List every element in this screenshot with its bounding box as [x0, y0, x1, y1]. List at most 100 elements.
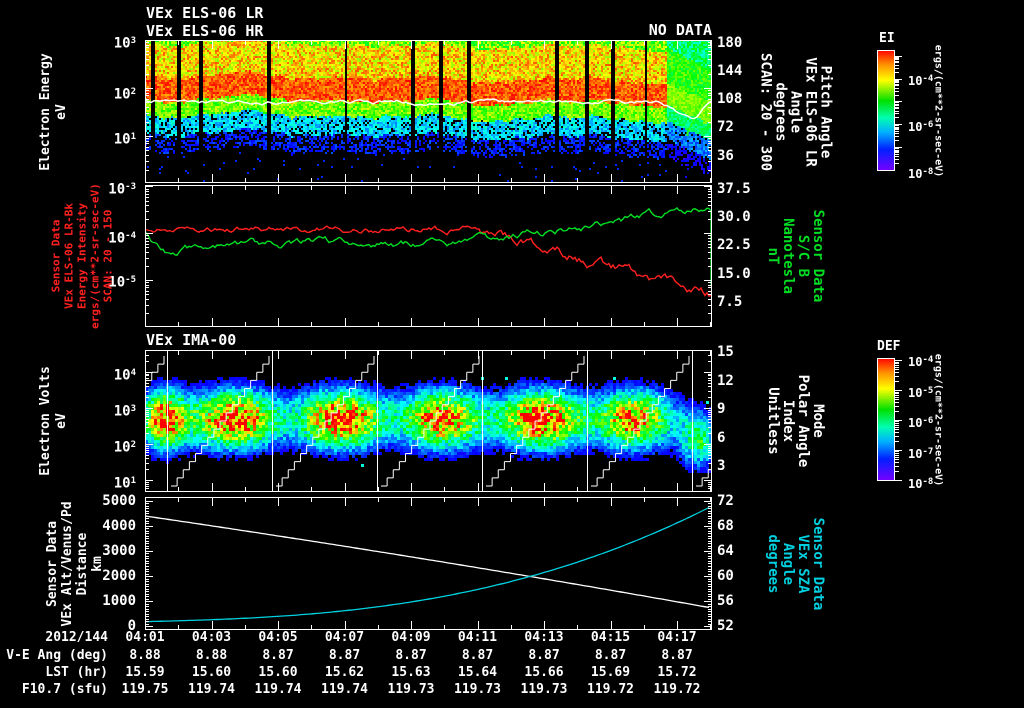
tick-label-panel4-left: 5000 — [102, 492, 136, 509]
table-cell: 8.87 — [395, 648, 427, 663]
axis-label-line: Electron Energy — [38, 52, 53, 171]
table-cell: 15.62 — [324, 665, 365, 680]
time-label: 04:15 — [590, 630, 631, 645]
table-row-label: V-E Ang (deg) — [6, 648, 108, 663]
tick-label-panel1-left: 103 — [113, 35, 136, 52]
panel4-right-axis-label: Sensor Data VEx SZA Angle degrees — [765, 517, 826, 610]
tick-label-panel2-right: 37.5 — [717, 181, 751, 198]
panel4-left-axis-label: Sensor Data VEx Alt/Venus/Pd Distance km — [45, 501, 105, 626]
axis-label-line: Sensor Data — [810, 209, 826, 303]
table-cell: 8.87 — [461, 648, 494, 663]
axis-label-line: eV — [54, 413, 69, 429]
def-colorbar — [877, 358, 907, 481]
colorbar1-tick-label: 10-6 — [908, 120, 934, 135]
table-cell: 119.72 — [587, 682, 634, 697]
panel3-left-axis-label: Electron Volts eV — [38, 366, 70, 476]
tick-label-panel3-right: 3 — [717, 458, 726, 474]
axis-label-line: VEx SZA — [795, 533, 811, 593]
tick-label-panel3-left: 101 — [113, 475, 136, 492]
time-label: 04:11 — [457, 630, 498, 645]
tick-label-panel1-right: 144 — [717, 63, 743, 80]
tick-label-panel2-left: 10-3 — [108, 182, 136, 199]
colorbar2-tick-label: 10-6 — [908, 416, 934, 431]
tick-label-panel2-right: 30.0 — [717, 209, 751, 226]
axis-label-line: Unitless — [765, 387, 781, 455]
axis-label-line: Sensor Data — [810, 517, 826, 610]
tick-label-panel3-right: 12 — [717, 372, 734, 389]
tick-label-panel3-right: 9 — [717, 401, 726, 418]
tick-label-panel4-right: 56 — [717, 593, 734, 609]
table-cell: 15.59 — [125, 665, 165, 680]
table-cell: 8.88 — [195, 648, 228, 663]
table-cell: 8.87 — [262, 648, 294, 663]
table-cell: 119.73 — [387, 682, 435, 697]
table-cell: 119.73 — [520, 682, 568, 697]
table-cell: 119.74 — [188, 682, 235, 697]
colorbar1-tick-label: 10-4 — [908, 73, 934, 88]
panel2-right-axis-label: Sensor Data S/C B Nanotesla nT — [765, 209, 826, 303]
colorbar2-tick-label: 10-7 — [908, 446, 934, 461]
axis-label-line: degrees — [772, 81, 789, 142]
ei-colorbar — [877, 50, 907, 171]
axis-label-line: SCAN: 20 - 150 — [101, 209, 115, 303]
table-cell: 8.87 — [594, 648, 627, 663]
table-cell: 8.88 — [129, 648, 161, 663]
ei-colorbar-title: EI — [879, 31, 895, 46]
table-row-label: LST (hr) — [45, 665, 108, 680]
tick-label-panel4-right: 64 — [717, 542, 734, 559]
axis-label-line: degrees — [765, 533, 781, 593]
colorbar1-tick-label: 10-8 — [908, 167, 934, 181]
axis-label-line: Sensor Data — [45, 520, 60, 607]
tick-label-panel4-left: 2000 — [102, 568, 136, 584]
table-cell: 119.74 — [321, 682, 368, 697]
tick-label-panel4-right: 72 — [717, 492, 734, 509]
panel3-ima-spectrogram-canvas — [145, 350, 712, 492]
colorbar2-tick-label: 10-4 — [908, 355, 934, 370]
title-els-hr: VEx ELS-06 HR — [146, 22, 264, 40]
tick-label-panel1-left: 101 — [113, 131, 136, 148]
axis-label-line: S/C B — [795, 234, 811, 278]
tick-label-panel3-left: 104 — [113, 367, 136, 384]
panel3-right-axis-label: Mode Polar Angle Index Unitless — [765, 374, 826, 468]
table-cell: 15.66 — [524, 665, 564, 680]
tick-label-panel1-right: 36 — [717, 147, 734, 164]
panel4-altitude-sza-canvas — [145, 497, 712, 630]
no-data-label: NO DATA — [648, 21, 712, 39]
table-cell: 119.75 — [121, 682, 169, 697]
tick-label-panel2-left: 10-5 — [108, 274, 136, 291]
axis-label-line: km — [90, 555, 105, 572]
axis-label-line: Electron Volts — [38, 366, 53, 476]
table-cell: 15.69 — [590, 665, 631, 680]
time-label: 04:17 — [657, 630, 697, 645]
axis-label-line: Index — [780, 399, 796, 443]
tick-label-panel2-left: 10-4 — [108, 231, 136, 248]
tick-label-panel4-right: 60 — [717, 568, 734, 584]
table-cell: 15.60 — [191, 665, 232, 680]
tick-label-panel4-left: 0 — [127, 618, 136, 634]
tick-label-panel1-right: 108 — [717, 91, 743, 108]
tick-label-panel4-left: 3000 — [102, 542, 136, 559]
table-cell: 15.72 — [657, 665, 697, 680]
colorbar2-unit-label: ergs/(cm**2-sr-sec-eV) — [932, 353, 944, 486]
axis-label-line: Nanotesla — [780, 218, 796, 294]
table-cell: 119.74 — [254, 682, 302, 697]
time-label: 04:07 — [324, 630, 365, 645]
axis-label-line: Polar Angle — [795, 374, 811, 468]
axis-label-line: Pitch Angle — [817, 65, 834, 158]
axis-label-line: Distance — [75, 532, 90, 595]
axis-label-line: Angle — [780, 542, 796, 585]
panel3-title: VEx IMA-00 — [146, 331, 237, 349]
tick-label-panel4-left: 1000 — [102, 593, 136, 609]
axis-label-line: SCAN: 20 - 300 — [757, 52, 774, 171]
table-row-label: F10.7 (sfu) — [21, 682, 108, 697]
axis-label-line: Angle — [787, 90, 804, 133]
table-cell: 119.72 — [653, 682, 701, 697]
panel1-left-axis-label: Electron Energy eV — [38, 53, 70, 170]
tick-label-panel2-right: 22.5 — [717, 237, 751, 254]
colorbar2-tick-label: 10-8 — [908, 477, 934, 491]
axis-label-line: eV — [54, 103, 69, 120]
time-label: 04:01 — [125, 630, 165, 645]
title-els-lr: VEx ELS-06 LR — [146, 4, 264, 22]
table-cell: 8.87 — [528, 648, 560, 663]
